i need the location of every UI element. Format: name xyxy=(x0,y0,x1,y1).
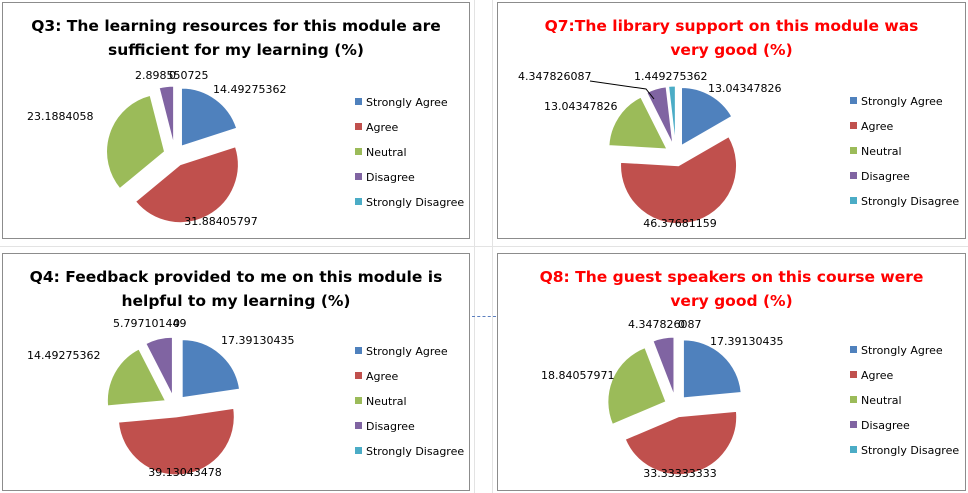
legend-entry[interactable]: Neutral xyxy=(366,146,407,159)
data-label: 23.1884058 xyxy=(27,110,93,123)
legend-swatch xyxy=(850,346,857,353)
data-label: 13.04347826 xyxy=(708,82,781,95)
data-label: 14.49275362 xyxy=(27,349,100,362)
data-label: 46.37681159 xyxy=(643,217,716,230)
legend-entry[interactable]: Strongly Disagree xyxy=(861,444,959,457)
pie-chart-canvas: 14.49275362 31.88405797 23.1884058 2.898550… xyxy=(27,69,464,228)
leader-line xyxy=(589,80,655,100)
data-label: 33.33333333 xyxy=(643,467,716,480)
legend-swatch xyxy=(355,198,362,205)
pie-slice-disagree[interactable] xyxy=(652,336,675,396)
chart-q4[interactable]: Q4: Feedback provided to me on this modu… xyxy=(2,253,470,491)
pie-chart-canvas: 17.39130435 33.33333333 18.84057971 4.34782… xyxy=(541,318,959,480)
legend-entry[interactable]: Agree xyxy=(366,370,399,383)
pie-slice-disagree[interactable] xyxy=(145,336,173,396)
pie-chart-canvas: 13.04347826 46.37681159 13.04347826 4.34782… xyxy=(518,70,959,230)
data-label: 4.347826087 xyxy=(628,318,701,331)
legend-entry[interactable]: Agree xyxy=(366,121,399,134)
legend-swatch xyxy=(355,347,362,354)
pie-slice-neutral[interactable] xyxy=(106,94,166,190)
data-label: 0 xyxy=(678,318,685,331)
data-label: 18.84057971 xyxy=(541,369,614,382)
pie-chart-canvas: 17.39130435 39.13043478 14.49275362 5.79710… xyxy=(27,317,464,479)
pie-slice-strongly-agree[interactable] xyxy=(180,87,238,147)
pie-slice-agree[interactable] xyxy=(620,136,738,225)
legend-swatch xyxy=(850,172,857,179)
chart-title: Q4: Feedback provided to me on this modu… xyxy=(29,268,443,310)
chart-q8[interactable]: Q8: The guest speakers on this course we… xyxy=(497,253,966,491)
chart-title: Q8: The guest speakers on this course we… xyxy=(539,268,924,310)
legend-entry[interactable]: Disagree xyxy=(366,171,415,184)
legend-swatch xyxy=(850,396,857,403)
data-label: 0 xyxy=(169,69,176,82)
pie-slice-neutral[interactable] xyxy=(608,96,668,150)
legend-entry[interactable]: Agree xyxy=(861,369,894,382)
data-label: 4.347826087 xyxy=(518,70,591,83)
legend-entry[interactable]: Strongly Agree xyxy=(861,344,943,357)
legend-swatch xyxy=(355,397,362,404)
legend-swatch xyxy=(355,173,362,180)
legend-entry[interactable]: Strongly Agree xyxy=(861,95,943,108)
data-label: 17.39130435 xyxy=(710,335,783,348)
legend-entry[interactable]: Strongly Disagree xyxy=(861,195,959,208)
legend-entry[interactable]: Agree xyxy=(861,120,894,133)
pie-slice-neutral[interactable] xyxy=(607,346,667,425)
cell-page-break-marker xyxy=(472,316,496,318)
pie-slice-strongly-agree[interactable] xyxy=(681,86,733,147)
legend-swatch xyxy=(355,148,362,155)
legend-swatch xyxy=(850,122,857,129)
legend-swatch xyxy=(355,98,362,105)
data-label: 13.04347826 xyxy=(544,100,617,113)
legend-entry[interactable]: Disagree xyxy=(861,170,910,183)
data-label: 17.39130435 xyxy=(221,334,294,347)
legend-swatch xyxy=(850,446,857,453)
chart-q3[interactable]: Q3: The learning resources for this modu… xyxy=(2,2,470,239)
legend-swatch xyxy=(355,372,362,379)
legend-swatch xyxy=(355,123,362,130)
data-label: 31.88405797 xyxy=(184,215,257,228)
data-label: 2.898550725 xyxy=(135,69,208,82)
pie-slice-disagree[interactable] xyxy=(646,86,674,145)
pie-slice-strongly-disagree[interactable] xyxy=(668,85,676,145)
data-label: 5.797101449 xyxy=(113,317,186,330)
data-label: 1.449275362 xyxy=(634,70,707,83)
legend-swatch xyxy=(355,447,362,454)
chart-title: Q7:The library support on this module wa… xyxy=(544,17,919,59)
sheet-gridline xyxy=(492,0,493,493)
legend-swatch xyxy=(355,422,362,429)
legend-entry[interactable]: Disagree xyxy=(861,419,910,432)
data-label: 39.13043478 xyxy=(148,466,221,479)
legend-entry[interactable]: Neutral xyxy=(366,395,407,408)
pie-slice-neutral[interactable] xyxy=(106,348,167,407)
pie-slice-agree[interactable] xyxy=(624,410,738,476)
sheet-gridline xyxy=(0,246,968,247)
sheet-gridline xyxy=(474,0,475,493)
legend-entry[interactable]: Strongly Disagree xyxy=(366,196,464,209)
chart-q7[interactable]: Q7:The library support on this module wa… xyxy=(497,2,966,239)
legend-entry[interactable]: Strongly Agree xyxy=(366,345,448,358)
legend-swatch xyxy=(850,97,857,104)
pie-slice-agree[interactable] xyxy=(134,146,239,224)
chart-title: Q3: The learning resources for this modu… xyxy=(31,17,441,59)
legend-swatch xyxy=(850,197,857,204)
legend-entry[interactable]: Neutral xyxy=(861,145,902,158)
data-label: 14.49275362 xyxy=(213,83,286,96)
pie-slice-strongly-agree[interactable] xyxy=(181,339,241,399)
legend-swatch xyxy=(850,371,857,378)
legend-entry[interactable]: Strongly Disagree xyxy=(366,445,464,458)
pie-slice-disagree[interactable] xyxy=(158,85,175,145)
data-label: 0 xyxy=(173,317,180,330)
legend-entry[interactable]: Strongly Agree xyxy=(366,96,448,109)
legend-entry[interactable]: Disagree xyxy=(366,420,415,433)
legend-entry[interactable]: Neutral xyxy=(861,394,902,407)
legend-swatch xyxy=(850,421,857,428)
legend-swatch xyxy=(850,147,857,154)
pie-slice-strongly-agree[interactable] xyxy=(682,339,742,399)
pie-slice-agree[interactable] xyxy=(117,407,235,476)
